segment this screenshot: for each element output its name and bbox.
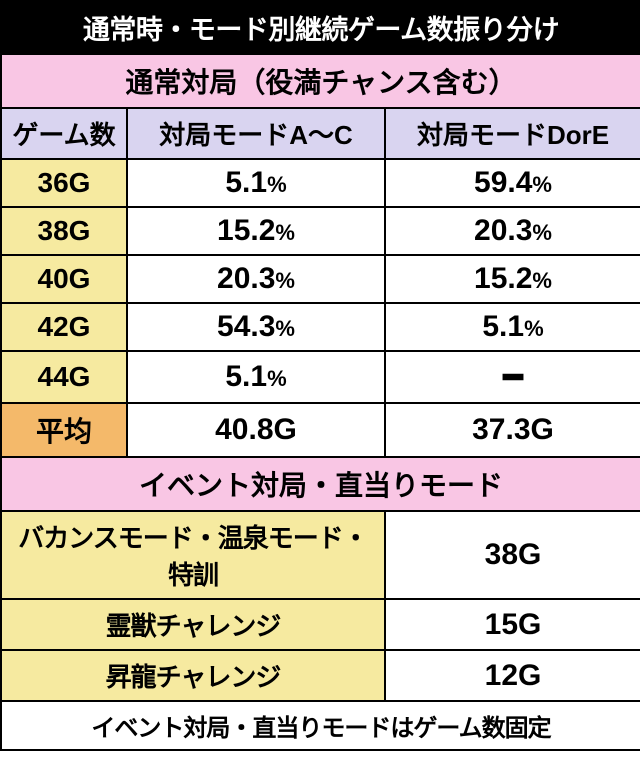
cell-mode-label: 霊獣チャレンジ (1, 599, 385, 650)
cell-games: 42G (1, 303, 127, 351)
cell-value: 59.4% (385, 159, 640, 207)
col-games: ゲーム数 (1, 108, 127, 159)
cell-games: 38G (1, 207, 127, 255)
table-title: 通常時・モード別継続ゲーム数振り分け (1, 1, 640, 54)
cell-games: 40G (1, 255, 127, 303)
cell-games: 36G (1, 159, 127, 207)
game-distribution-table: 通常時・モード別継続ゲーム数振り分け 通常対局（役満チャンス含む） ゲーム数 対… (0, 0, 640, 751)
cell-value: 5.1% (385, 303, 640, 351)
table-row: 霊獣チャレンジ 15G (1, 599, 640, 650)
cell-avg-label: 平均 (1, 403, 127, 457)
col-mode-ac: 対局モードA〜C (127, 108, 385, 159)
cell-value: 20.3% (127, 255, 385, 303)
cell-value: 20.3% (385, 207, 640, 255)
col-mode-de: 対局モードDorE (385, 108, 640, 159)
section1-header: 通常対局（役満チャンス含む） (1, 54, 640, 108)
cell-value: 5.1% (127, 159, 385, 207)
cell-avg-value: 40.8G (127, 403, 385, 457)
cell-value: 15G (385, 599, 640, 650)
table-row: 38G 15.2% 20.3% (1, 207, 640, 255)
cell-value: 54.3% (127, 303, 385, 351)
cell-value: 12G (385, 650, 640, 701)
table-row: 44G 5.1% ━ (1, 351, 640, 403)
cell-avg-value: 37.3G (385, 403, 640, 457)
cell-value: 5.1% (127, 351, 385, 403)
table-row: 36G 5.1% 59.4% (1, 159, 640, 207)
cell-value: 15.2% (127, 207, 385, 255)
cell-games: 44G (1, 351, 127, 403)
table-row: 40G 20.3% 15.2% (1, 255, 640, 303)
section2-header: イベント対局・直当りモード (1, 457, 640, 511)
cell-value: 38G (385, 511, 640, 599)
cell-empty: ━ (385, 351, 640, 403)
table-row: バカンスモード・温泉モード・特訓 38G (1, 511, 640, 599)
table-row: 42G 54.3% 5.1% (1, 303, 640, 351)
table-row: 昇龍チャレンジ 12G (1, 650, 640, 701)
cell-mode-label: 昇龍チャレンジ (1, 650, 385, 701)
cell-mode-label: バカンスモード・温泉モード・特訓 (1, 511, 385, 599)
cell-value: 15.2% (385, 255, 640, 303)
section2-footer: イベント対局・直当りモードはゲーム数固定 (1, 701, 640, 750)
table-row-average: 平均 40.8G 37.3G (1, 403, 640, 457)
